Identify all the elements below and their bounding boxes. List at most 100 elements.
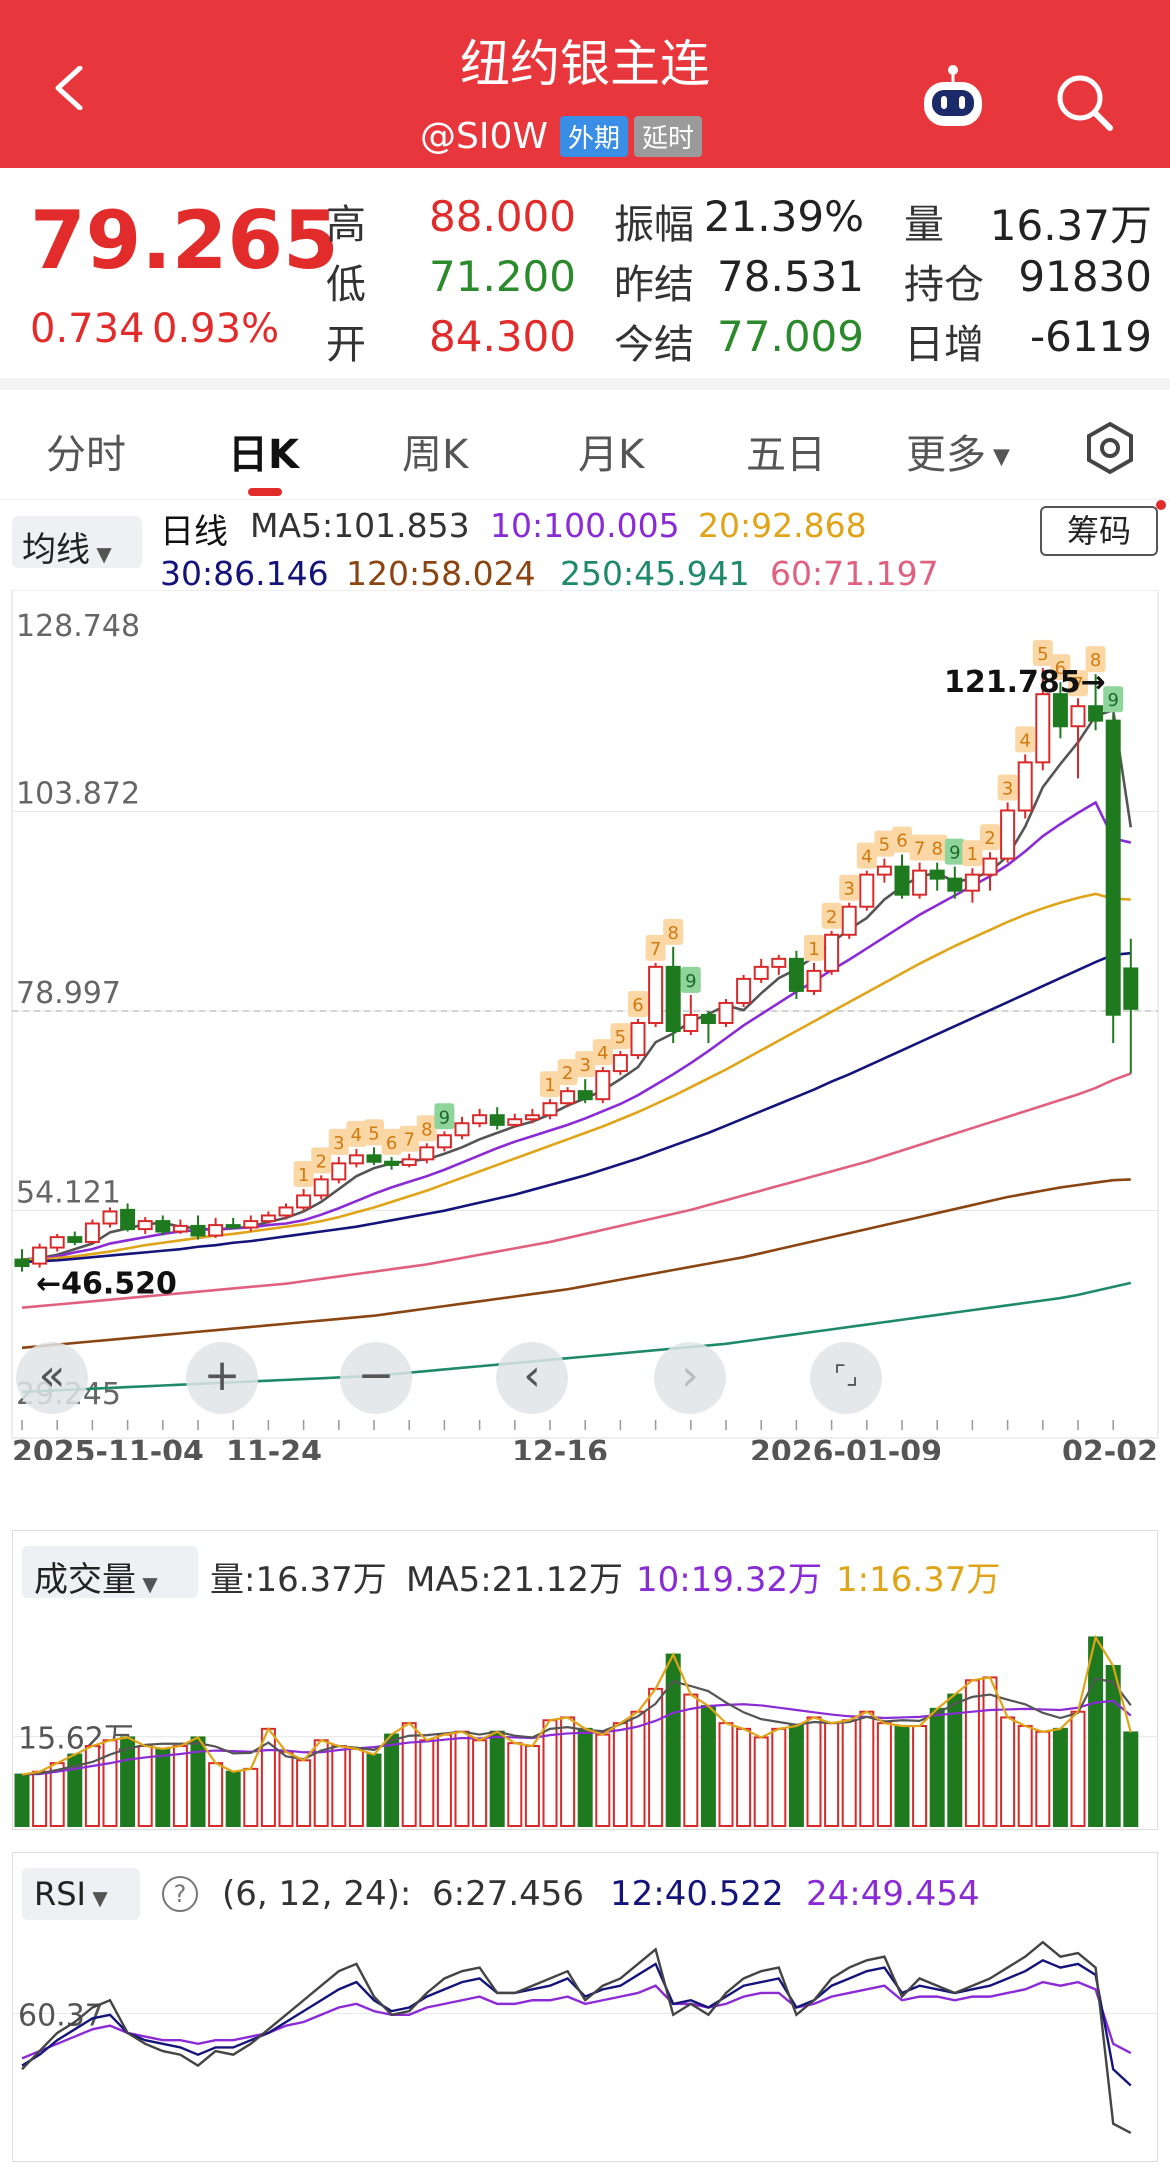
volume-bar [172, 1745, 188, 1827]
td-marker-label: 1 [808, 939, 819, 960]
volume-selector[interactable]: 成交量 ▼ [22, 1546, 198, 1600]
rsi-line-rsi12 [21, 1958, 1132, 2087]
tab-weekly-k[interactable]: 周K [402, 432, 469, 478]
candle-body [120, 1208, 136, 1231]
ma-legend: 均线 ▼ 日线 MA5:101.853 10:100.005 20:92.868 30… [0, 500, 1170, 593]
price-axis-label: 54.121 [16, 1175, 121, 1210]
td-marker [909, 834, 930, 861]
candle-body [824, 933, 840, 972]
volume-bar [1123, 1731, 1139, 1827]
td-marker-label: 4 [351, 1125, 362, 1146]
volume-selector-label: 成交量 [34, 1560, 136, 1600]
tab-five-day[interactable]: 五日 [746, 432, 826, 478]
stat-label-6: 开 [326, 322, 366, 368]
candle-body [278, 1206, 294, 1217]
volume-bar [278, 1750, 294, 1827]
candle-body [560, 1090, 576, 1105]
candle-body [753, 965, 769, 980]
stat-value-2: 16.37万 [989, 201, 1152, 250]
delay-badge: 延时 [633, 115, 702, 157]
volume-bar [1035, 1730, 1051, 1827]
volume-bar [595, 1733, 611, 1827]
indicator-selector[interactable]: 均线 ▼ [12, 516, 142, 570]
volume-bar [736, 1727, 752, 1828]
tab-more[interactable]: 更多 ▼ [906, 422, 1010, 480]
volume-bar [700, 1705, 716, 1827]
candle-body [472, 1114, 488, 1125]
td-marker [821, 902, 842, 929]
td-marker-label: 5 [1037, 644, 1048, 665]
volume-bar [243, 1767, 259, 1828]
td-marker [557, 1059, 578, 1086]
caret-down-icon: ▼ [986, 444, 1010, 470]
rsi-chart: 60.37 [12, 1940, 1158, 2134]
td-marker [399, 1125, 420, 1152]
candle-body [665, 965, 681, 1033]
zoom-out-icon[interactable]: − [340, 1342, 412, 1414]
td-marker-label: 3 [333, 1133, 344, 1154]
tab-intraday[interactable]: 分时 [46, 432, 126, 478]
candle-body [243, 1220, 259, 1229]
candle-body [542, 1102, 558, 1117]
zoom-in-icon[interactable]: + [186, 1342, 258, 1414]
app-header: 纽约银主连 @SI0W 外期 延时 [0, 0, 1170, 168]
stat-value-0: 88.000 [429, 192, 576, 241]
rsi-selector[interactable]: RSI ▼ [22, 1868, 140, 1920]
volume-bar [894, 1725, 910, 1827]
subtitle-row: @SI0W 外期 延时 [420, 115, 780, 157]
td-marker [927, 834, 948, 861]
td-marker [364, 1119, 384, 1146]
period-label: 日线 [160, 512, 228, 552]
volume-bar [929, 1707, 945, 1827]
candle-body [419, 1146, 435, 1161]
stat-value-1: 21.39% [703, 192, 864, 241]
ma-legend-item-2: 20:92.868 [698, 506, 867, 545]
candle-body [1000, 809, 1016, 860]
help-icon[interactable]: ? [162, 1876, 198, 1912]
search-icon[interactable] [1052, 70, 1116, 134]
tab-active-indicator [248, 488, 282, 496]
last-price: 79.265 [30, 194, 339, 287]
candle-body [947, 877, 963, 892]
candle-body [612, 1054, 628, 1073]
ma-line-ma60 [21, 1072, 1132, 1310]
back-icon[interactable] [50, 65, 90, 111]
ma-legend-item-6: 60:71.197 [770, 554, 939, 593]
volume-bar [1088, 1636, 1104, 1827]
td-marker-label: 5 [615, 1027, 626, 1048]
stat-value-7: 77.009 [717, 312, 864, 361]
ma-legend-item-0: MA5:101.853 [250, 506, 470, 545]
td-marker [1032, 639, 1053, 666]
volume-bar [630, 1710, 646, 1827]
scroll-left-icon[interactable]: ‹ [496, 1342, 568, 1414]
candle-body [155, 1220, 171, 1233]
td-marker-label: 6 [896, 831, 907, 852]
volume-bar [683, 1693, 699, 1827]
td-marker [434, 1103, 455, 1130]
td-marker-label: 6 [1055, 658, 1066, 679]
candlestick-chart[interactable]: 128.748103.87278.99754.12129.24512345678… [0, 590, 1170, 1460]
stat-label-0: 高 [326, 202, 366, 248]
candle-body [14, 1258, 30, 1268]
td-marker [892, 826, 912, 853]
td-marker-label: 6 [632, 995, 643, 1016]
date-axis-label: 2026-01-09 [750, 1435, 942, 1460]
candle-body [49, 1236, 65, 1249]
symbol-code: @SI0W [420, 115, 548, 157]
tab-more-label: 更多 [906, 432, 986, 478]
settings-hexagon-icon[interactable] [1082, 420, 1138, 476]
robot-assistant-icon[interactable] [918, 62, 988, 132]
tab-daily-k[interactable]: 日K [228, 432, 299, 478]
volume-bar [84, 1745, 100, 1827]
zoom-reset-icon[interactable]: « [16, 1342, 88, 1414]
tab-monthly-k[interactable]: 月K [578, 432, 645, 478]
fullscreen-icon[interactable]: ⌜⌟ [810, 1342, 882, 1414]
chips-button[interactable]: 筹码 [1040, 506, 1158, 556]
scroll-right-icon[interactable]: › [654, 1342, 726, 1414]
stat-label-4: 昨结 [614, 262, 694, 308]
volume-bar [507, 1742, 523, 1827]
td-marker [328, 1128, 349, 1155]
volume-bar [401, 1722, 417, 1827]
candle-body [436, 1134, 452, 1149]
